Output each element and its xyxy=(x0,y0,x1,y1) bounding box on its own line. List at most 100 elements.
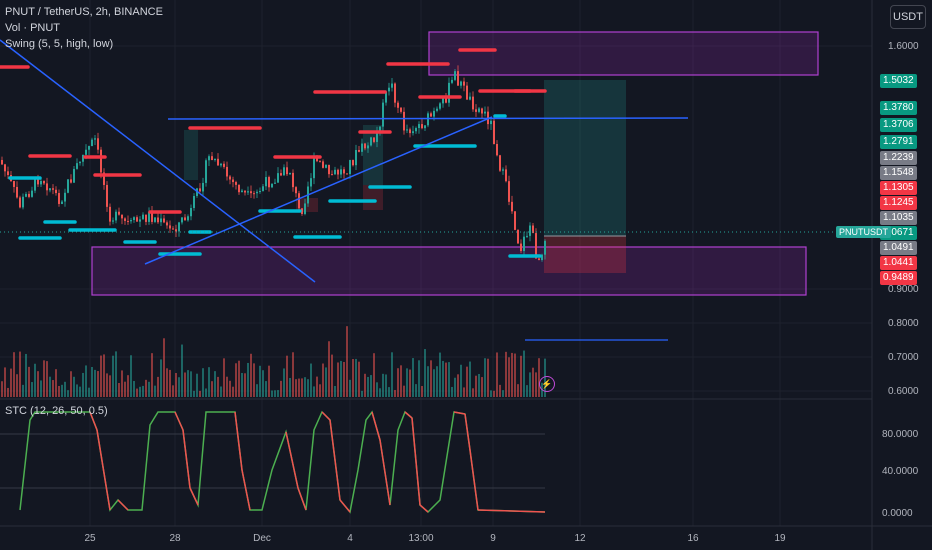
candle-body xyxy=(352,160,354,166)
candle-body xyxy=(400,107,402,112)
candlestick-series[interactable] xyxy=(1,65,546,262)
volume-bar xyxy=(295,379,297,397)
volume-bar xyxy=(535,372,537,397)
candle-body xyxy=(463,81,465,86)
volume-bar xyxy=(520,355,522,397)
volume-bar xyxy=(97,371,99,397)
price-badge: 1.1548 xyxy=(880,166,917,180)
volume-bar xyxy=(337,362,339,397)
volume-bar xyxy=(370,375,372,397)
candle-body xyxy=(448,82,450,103)
volume-bar xyxy=(13,352,15,397)
position-target-area[interactable] xyxy=(544,80,626,236)
volume-bar xyxy=(37,371,39,397)
volume-bar xyxy=(40,380,42,397)
swing-legend[interactable]: Swing (5, 5, high, low) xyxy=(5,38,114,50)
time-tick: 28 xyxy=(169,533,181,544)
volume-bar xyxy=(55,369,57,397)
candle-body xyxy=(310,178,312,187)
volume-bar xyxy=(442,360,444,397)
volume-bar xyxy=(22,384,24,397)
candle-body xyxy=(58,193,60,204)
volume-bar xyxy=(52,380,54,397)
candle-body xyxy=(466,85,468,100)
stc-line-falling xyxy=(469,449,479,511)
volume-bar xyxy=(250,353,252,397)
volume-bar xyxy=(157,376,159,397)
candle-body xyxy=(268,177,270,188)
candle-body xyxy=(358,150,360,152)
volume-bar xyxy=(247,362,249,397)
volume-bar xyxy=(439,352,441,397)
stc-legend[interactable]: STC (12, 26, 50, 0.5) xyxy=(5,405,108,417)
volume-bar xyxy=(409,369,411,397)
candle-body xyxy=(397,102,399,108)
stc-line-falling xyxy=(241,469,251,511)
candle-body xyxy=(271,183,273,188)
demand-zone[interactable] xyxy=(91,246,807,296)
candle-body xyxy=(349,160,351,175)
volume-bar xyxy=(178,377,180,397)
candle-body xyxy=(55,189,57,194)
volume-bar xyxy=(79,386,81,397)
price-badge: 1.3780 xyxy=(880,101,917,115)
volume-bar xyxy=(499,384,501,397)
candle-body xyxy=(325,164,327,168)
highlight-box xyxy=(363,185,383,210)
time-tick: 16 xyxy=(687,533,699,544)
volume-bar xyxy=(328,341,330,397)
volume-bar xyxy=(49,376,51,397)
stc-line-falling xyxy=(453,411,466,415)
volume-bar xyxy=(508,357,510,397)
stc-line-falling xyxy=(339,499,351,513)
candle-body xyxy=(130,219,132,222)
candle-body xyxy=(478,108,480,112)
time-tick: 4 xyxy=(347,533,353,544)
volume-bar xyxy=(484,358,486,397)
volume-bar xyxy=(34,363,36,397)
volume-bar xyxy=(223,358,225,397)
trendline-ascending[interactable] xyxy=(144,116,493,265)
candle-body xyxy=(544,240,546,255)
lightning-icon[interactable]: ⚡ xyxy=(539,376,555,392)
candle-body xyxy=(313,157,315,179)
volume-bar xyxy=(289,377,291,397)
time-tick: Dec xyxy=(253,533,271,544)
candle-body xyxy=(301,208,303,214)
volume-legend[interactable]: Vol · PNUT xyxy=(5,22,61,34)
volume-bar xyxy=(106,373,108,397)
volume-bar xyxy=(487,358,489,397)
candle-body xyxy=(88,146,90,150)
candle-body xyxy=(217,158,219,166)
candle-body xyxy=(223,163,225,167)
horizontal-resistance-line[interactable] xyxy=(167,117,689,120)
candle-body xyxy=(385,91,387,103)
candle-body xyxy=(7,171,9,175)
candle-body xyxy=(100,149,102,173)
volume-bar xyxy=(163,338,165,397)
candle-body xyxy=(25,193,27,197)
position-stop-area[interactable] xyxy=(544,236,626,273)
volume-bar xyxy=(376,382,378,397)
price-tick: 0.6000 xyxy=(888,386,919,397)
trendline-descending[interactable] xyxy=(0,39,316,283)
candle-body xyxy=(4,164,6,172)
candle-body xyxy=(280,173,282,176)
stc-line-falling xyxy=(411,417,421,506)
stc-line-falling xyxy=(321,411,331,421)
candle-body xyxy=(298,193,300,209)
candle-body xyxy=(484,111,486,114)
candle-body xyxy=(472,96,474,110)
chart-title[interactable]: PNUT / TetherUS, 2h, BINANCE xyxy=(5,6,163,18)
candle-body xyxy=(211,156,213,161)
supply-zone[interactable] xyxy=(428,31,819,76)
candle-body xyxy=(199,188,201,192)
candle-body xyxy=(292,172,294,188)
volume-bar xyxy=(436,366,438,397)
currency-button[interactable]: USDT xyxy=(890,5,926,29)
volume-bar xyxy=(88,387,90,397)
stc-tick: 0.0000 xyxy=(882,508,913,519)
candle-body xyxy=(508,181,510,202)
stc-line-falling xyxy=(182,429,191,489)
